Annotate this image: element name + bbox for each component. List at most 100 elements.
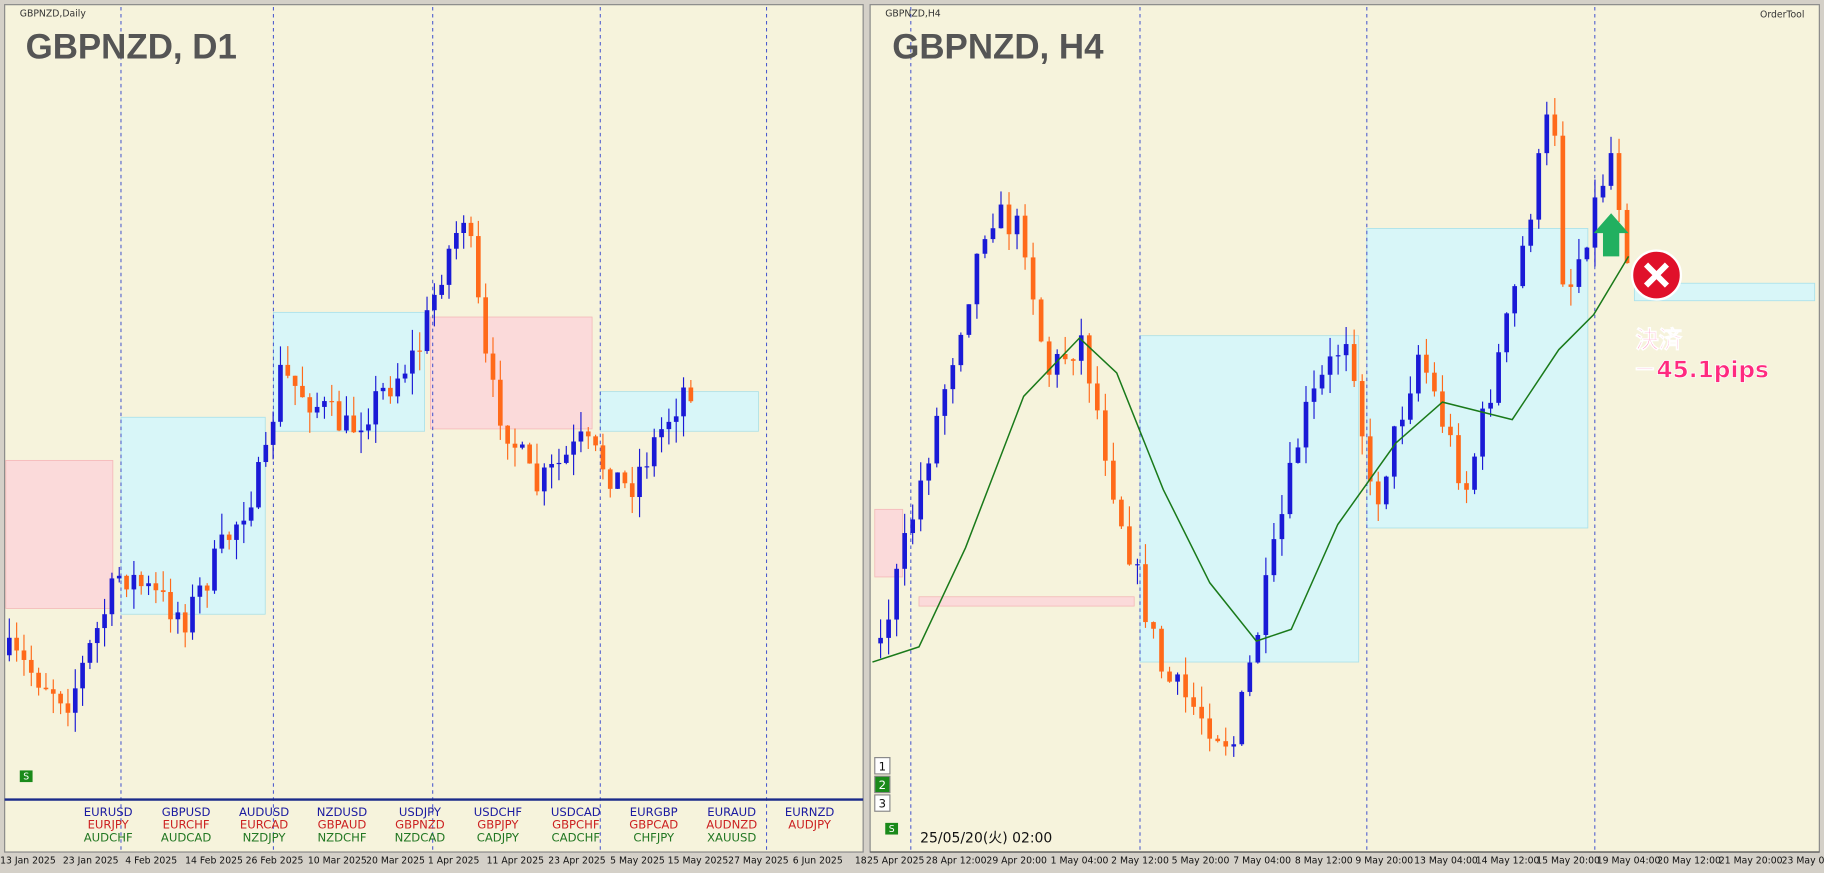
zone: [918, 596, 1135, 607]
symbol-link[interactable]: EURGBP: [630, 805, 678, 819]
candle-body: [476, 236, 481, 298]
candle-body: [190, 596, 195, 633]
candle-body: [1512, 286, 1518, 314]
x-tick-label: 5 May 20:00: [1172, 856, 1230, 867]
candle-body: [622, 472, 628, 484]
symbol-link[interactable]: NZDJPY: [243, 831, 287, 845]
candle-body: [1159, 628, 1164, 672]
candle-body: [659, 429, 664, 438]
x-tick-label: 11 Apr 2025: [487, 856, 545, 867]
symbol-link[interactable]: GBPCHF: [552, 818, 600, 832]
candle-body: [1231, 744, 1237, 747]
symbol-link[interactable]: USDJPY: [399, 805, 442, 819]
candle-body: [1367, 436, 1373, 482]
exit-cross: [1643, 262, 1670, 288]
x-tick-label: 5 May 2025: [610, 856, 665, 867]
candle-body: [974, 253, 980, 305]
symbol-link[interactable]: NZDCHF: [317, 831, 366, 845]
candle-body: [1416, 354, 1421, 394]
candle-body: [307, 397, 313, 413]
symbol-link[interactable]: GBPCAD: [629, 818, 678, 832]
x-tick-label: 29 Apr 20:00: [986, 856, 1047, 867]
candle-body: [446, 248, 452, 285]
candle-body: [1311, 388, 1317, 402]
symbol-link[interactable]: NZDUSD: [317, 805, 367, 819]
candle-body: [942, 389, 948, 416]
symbol-link[interactable]: CHFJPY: [633, 831, 675, 845]
symbol-link[interactable]: EURUSD: [84, 805, 133, 819]
symbol-link[interactable]: EURCAD: [240, 818, 288, 832]
candle-body: [1038, 299, 1044, 342]
candle-body: [998, 204, 1004, 229]
candle-body: [168, 592, 173, 620]
candle-body: [344, 415, 349, 431]
candle-body: [1520, 245, 1526, 287]
candle-body: [439, 284, 445, 295]
symbol-link[interactable]: GBPAUD: [318, 818, 367, 832]
symbol-link[interactable]: CADCHF: [552, 831, 601, 845]
candle-body: [468, 222, 474, 237]
order-tool[interactable]: OrderTool: [1760, 9, 1804, 20]
candle-body: [1167, 671, 1172, 682]
symbol-link[interactable]: GBPNZD: [395, 818, 445, 832]
symbol-link[interactable]: USDCAD: [551, 805, 601, 819]
symbol-link[interactable]: USDCHF: [474, 805, 523, 819]
candle-body: [1624, 209, 1630, 264]
candle-body: [1432, 372, 1437, 392]
candle-body: [1135, 564, 1140, 566]
zone: [5, 459, 114, 609]
tab[interactable]: [874, 794, 891, 812]
candle-body: [373, 391, 379, 425]
candle-body: [651, 437, 657, 467]
panel-label: GBPNZD,Daily: [20, 8, 87, 19]
x-tick-label: 7 May 04:00: [1233, 856, 1291, 867]
symbol-link[interactable]: EURNZD: [785, 805, 835, 819]
candle-body: [146, 583, 151, 587]
button[interactable]: [885, 822, 899, 835]
candle-body: [1600, 185, 1606, 198]
candle-body: [637, 466, 642, 498]
candle-body: [109, 578, 115, 615]
candle-body: [982, 239, 988, 254]
candle-body: [366, 424, 371, 431]
symbol-link[interactable]: GBPJPY: [477, 818, 519, 832]
candle-body: [1464, 483, 1469, 490]
tab[interactable]: [874, 757, 891, 775]
annotation: 決済: [1636, 326, 1683, 353]
button[interactable]: [19, 770, 33, 783]
symbol-link[interactable]: AUDJPY: [788, 818, 832, 832]
symbol-link[interactable]: AUDUSD: [239, 805, 289, 819]
candle-body: [1046, 341, 1052, 375]
x-tick-label: 14 Feb 2025: [185, 856, 243, 867]
tab[interactable]: [874, 775, 891, 794]
candle-body: [234, 524, 239, 540]
symbol-link[interactable]: AUDCHF: [84, 831, 133, 845]
candle-body: [549, 464, 554, 468]
candle-body: [1119, 499, 1124, 527]
candle-body: [1544, 114, 1550, 154]
candle-body: [50, 689, 56, 694]
candle-body: [644, 466, 650, 468]
symbol-link[interactable]: EURCHF: [163, 818, 210, 832]
symbol-link[interactable]: EURAUD: [707, 805, 756, 819]
symbol-link[interactable]: CADJPY: [477, 831, 520, 845]
candle-body: [666, 421, 672, 430]
candle-body: [1576, 259, 1582, 287]
candle-body: [388, 387, 393, 397]
symbol-link[interactable]: EURJPY: [88, 818, 130, 832]
x-tick-label: 13 May 04:00: [1414, 856, 1478, 867]
x-tick-label: 23 May 0: [1782, 856, 1824, 867]
candle-body: [1383, 476, 1389, 505]
candle-body: [285, 364, 291, 376]
symbol-link[interactable]: XAUUSD: [707, 831, 756, 845]
x-tick-label: 23 Jan 2025: [63, 856, 119, 867]
symbol-link[interactable]: NZDCAD: [395, 831, 446, 845]
x-tick-label: 9 May 20:00: [1355, 856, 1413, 867]
symbol-link[interactable]: GBPUSD: [162, 805, 211, 819]
x-tick-label: 20 May 12:00: [1657, 856, 1721, 867]
candle-body: [615, 472, 620, 489]
symbol-link[interactable]: AUDCAD: [161, 831, 211, 845]
candle-body: [1616, 153, 1622, 210]
candle-body: [926, 463, 932, 481]
symbol-link[interactable]: AUDNZD: [706, 818, 757, 832]
